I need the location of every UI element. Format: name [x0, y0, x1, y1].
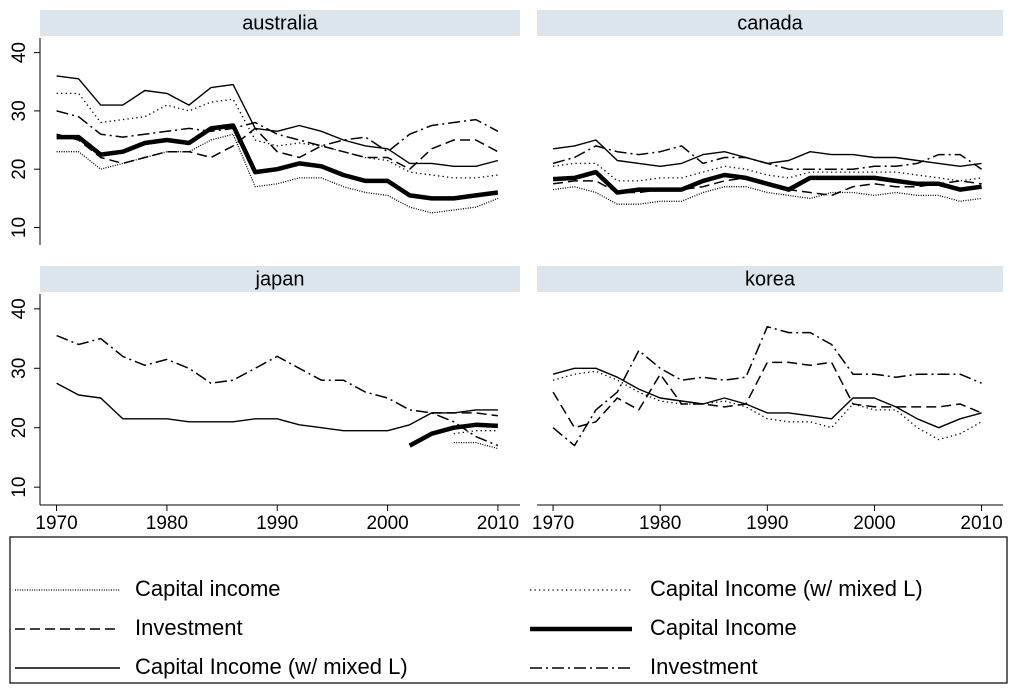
- series-line: [56, 127, 499, 170]
- series-line: [553, 162, 982, 182]
- panel-strip: [40, 10, 520, 36]
- series-line: [453, 441, 499, 450]
- panel-title: australia: [242, 12, 318, 34]
- series-line: [552, 325, 982, 447]
- y-tick-label: 30: [9, 100, 30, 121]
- x-tick-label: 1990: [256, 513, 298, 534]
- panel-title: korea: [745, 268, 796, 290]
- x-tick-label: 2010: [960, 513, 1002, 534]
- x-tick-label: 1980: [146, 513, 188, 534]
- series-line: [56, 382, 498, 432]
- x-tick-label: 1970: [532, 513, 574, 534]
- series-line: [56, 92, 498, 179]
- panel-strip: [40, 266, 520, 292]
- series-line: [552, 361, 982, 429]
- series-line: [408, 422, 499, 448]
- series-line: [553, 186, 982, 205]
- series-line: [56, 334, 499, 447]
- panel-title: japan: [255, 268, 305, 290]
- series-line: [431, 412, 498, 417]
- legend-label: Investment: [135, 615, 243, 640]
- x-tick-label: 2000: [853, 513, 895, 534]
- series-line: [56, 123, 499, 201]
- x-tick-label: 2010: [477, 513, 519, 534]
- panel-strip: [537, 10, 1003, 36]
- series-line: [552, 145, 983, 170]
- legend-label: Investment: [650, 654, 758, 679]
- x-tick-label: 2000: [366, 513, 408, 534]
- y-tick-label: 40: [9, 42, 30, 63]
- legend-label: Capital Income (w/ mixed L): [135, 654, 408, 679]
- series-line: [453, 430, 498, 435]
- legend-label: Capital income: [135, 576, 281, 601]
- x-tick-label: 1970: [35, 513, 77, 534]
- y-tick-label: 20: [9, 159, 30, 180]
- series-line: [553, 139, 982, 167]
- y-tick-label: 10: [9, 477, 30, 498]
- panel-title: canada: [737, 12, 803, 34]
- y-tick-label: 10: [9, 217, 30, 238]
- y-tick-label: 40: [9, 298, 30, 319]
- x-tick-label: 1990: [746, 513, 788, 534]
- legend-box: [9, 536, 1008, 684]
- series-line: [552, 370, 982, 441]
- series-line: [56, 75, 499, 167]
- series-line: [552, 169, 982, 195]
- panel-strip: [537, 266, 1003, 292]
- legend-label: Capital Income: [650, 615, 797, 640]
- legend-label: Capital Income (w/ mixed L): [650, 576, 923, 601]
- series-line: [552, 367, 982, 429]
- x-tick-label: 1980: [639, 513, 681, 534]
- y-tick-label: 30: [9, 358, 30, 379]
- y-tick-label: 20: [9, 417, 30, 438]
